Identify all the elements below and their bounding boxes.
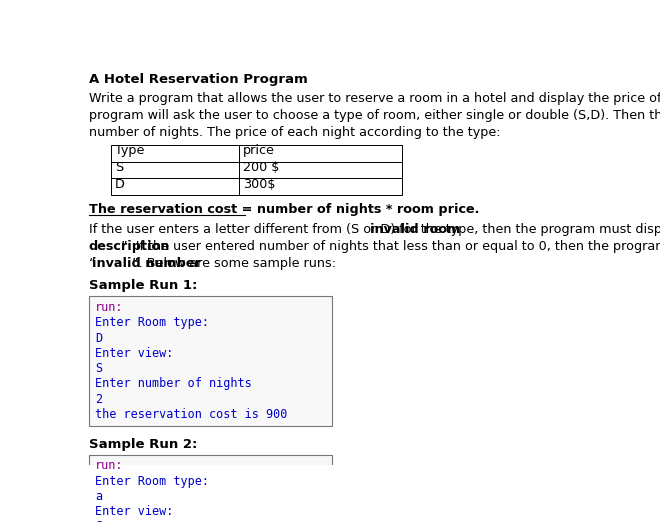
Text: Sample Run 2:: Sample Run 2: [88, 437, 197, 450]
Text: D: D [95, 331, 102, 345]
Text: “: “ [88, 257, 95, 270]
Text: Sample Run 1:: Sample Run 1: [88, 279, 197, 292]
Text: D: D [115, 178, 125, 191]
Text: Enter number of nights: Enter number of nights [95, 377, 251, 390]
Text: the reservation cost is 900: the reservation cost is 900 [95, 408, 287, 421]
Text: Enter Room type:: Enter Room type: [95, 474, 209, 488]
Text: S: S [115, 161, 123, 174]
Text: 300$: 300$ [243, 178, 275, 191]
Bar [111, 179, 402, 195]
Text: Type: Type [115, 144, 144, 157]
Bar [88, 296, 331, 425]
Text: The reservation cost = number of nights * room price.: The reservation cost = number of nights … [88, 203, 479, 216]
Text: a: a [95, 490, 102, 503]
Text: A Hotel Reservation Program: A Hotel Reservation Program [88, 73, 308, 86]
Text: Write a program that allows the user to reserve a room in a hotel and display th: Write a program that allows the user to … [88, 92, 660, 105]
Bar [88, 455, 331, 522]
Text: program will ask the user to choose a type of room, either single or double (S,D: program will ask the user to choose a ty… [88, 109, 660, 122]
Bar [111, 145, 402, 161]
Text: Enter view:: Enter view: [95, 347, 173, 360]
Text: ”. Below are some sample runs:: ”. Below are some sample runs: [132, 257, 337, 270]
Text: If the user enters a letter different from (S or D) for the type, then the progr: If the user enters a letter different fr… [88, 223, 660, 236]
Bar [111, 161, 402, 179]
Text: run:: run: [95, 459, 123, 472]
Text: ”. If the user entered number of nights that less than or equal to 0, then the p: ”. If the user entered number of nights … [121, 240, 660, 253]
Text: S: S [95, 520, 102, 522]
Text: Enter view:: Enter view: [95, 505, 173, 518]
Text: S: S [95, 362, 102, 375]
Text: 200 $: 200 $ [243, 161, 279, 174]
Text: price: price [243, 144, 275, 157]
Text: description: description [88, 240, 170, 253]
Text: 2: 2 [95, 393, 102, 406]
Text: Enter Room type:: Enter Room type: [95, 316, 209, 329]
Text: invalid number: invalid number [92, 257, 201, 270]
Text: run:: run: [95, 301, 123, 314]
Text: number of nights. The price of each night according to the type:: number of nights. The price of each nigh… [88, 126, 500, 139]
Text: invalid room: invalid room [370, 223, 461, 236]
